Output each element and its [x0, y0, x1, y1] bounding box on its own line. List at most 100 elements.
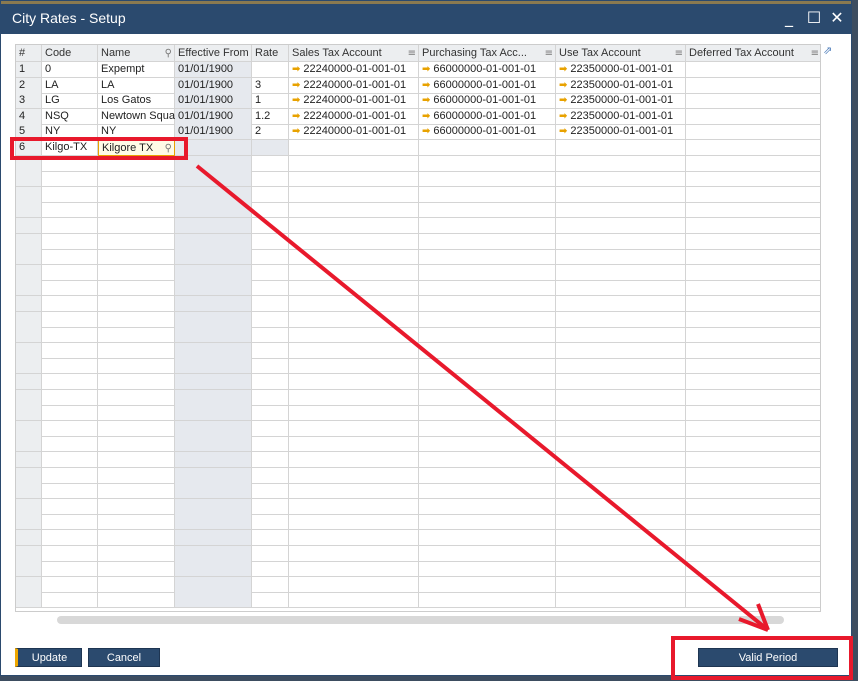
- grid-cell[interactable]: [175, 561, 252, 578]
- grid-cell[interactable]: [419, 467, 556, 484]
- grid-cell[interactable]: [556, 280, 686, 297]
- grid-cell[interactable]: [556, 530, 686, 546]
- table-row[interactable]: [16, 514, 820, 531]
- grid-cell[interactable]: [98, 171, 175, 188]
- search-icon[interactable]: ⚲: [164, 47, 172, 59]
- table-row[interactable]: [16, 530, 820, 546]
- column-header[interactable]: Name ⚲: [98, 45, 175, 62]
- grid-cell[interactable]: [98, 436, 175, 453]
- link-arrow-icon[interactable]: ➡: [292, 79, 301, 91]
- grid-cell[interactable]: [556, 358, 686, 375]
- grid-cell[interactable]: [16, 202, 42, 219]
- grid-cell[interactable]: [16, 186, 42, 203]
- column-header[interactable]: Effective From: [175, 45, 252, 62]
- table-row[interactable]: [16, 202, 820, 219]
- grid-cell[interactable]: [252, 296, 289, 312]
- grid-cell[interactable]: ➡ 66000000-01-001-01: [419, 108, 556, 125]
- grid-cell[interactable]: ➡ 22350000-01-001-01: [556, 108, 686, 125]
- grid-cell[interactable]: [686, 187, 820, 203]
- grid-cell[interactable]: [16, 452, 42, 468]
- grid-cell[interactable]: [16, 483, 42, 500]
- grid-cell[interactable]: [289, 264, 419, 281]
- grid-cell[interactable]: [556, 186, 686, 203]
- grid-cell[interactable]: [98, 280, 175, 297]
- column-menu-icon[interactable]: ≡: [407, 47, 416, 59]
- grid-cell[interactable]: [419, 249, 556, 266]
- grid-cell[interactable]: [42, 218, 98, 234]
- grid-cell[interactable]: [289, 140, 419, 156]
- grid-cell[interactable]: [556, 389, 686, 406]
- grid-cell[interactable]: [419, 530, 556, 546]
- grid-cell[interactable]: [289, 530, 419, 546]
- grid-cell[interactable]: [289, 155, 419, 172]
- grid-cell[interactable]: [175, 155, 252, 172]
- grid-cell[interactable]: [686, 358, 820, 375]
- link-arrow-icon[interactable]: ➡: [292, 95, 301, 107]
- grid-cell[interactable]: [252, 420, 289, 437]
- grid-cell[interactable]: [419, 218, 556, 234]
- grid-cell[interactable]: [686, 249, 820, 266]
- grid-cell[interactable]: [556, 436, 686, 453]
- grid-cell[interactable]: [289, 171, 419, 188]
- grid-cell[interactable]: [686, 436, 820, 453]
- grid-cell[interactable]: 1.2: [252, 108, 289, 125]
- grid-cell[interactable]: [175, 186, 252, 203]
- grid-cell[interactable]: [556, 140, 686, 156]
- grid-cell[interactable]: [42, 452, 98, 468]
- grid-cell[interactable]: [686, 468, 820, 484]
- grid-cell[interactable]: [252, 498, 289, 515]
- grid-cell[interactable]: [556, 545, 686, 562]
- link-arrow-icon[interactable]: ➡: [422, 79, 431, 91]
- grid-cell[interactable]: [686, 499, 820, 515]
- grid-cell[interactable]: [556, 420, 686, 437]
- grid-cell[interactable]: [98, 186, 175, 203]
- link-arrow-icon[interactable]: ➡: [559, 126, 568, 138]
- grid-cell[interactable]: ➡ 66000000-01-001-01: [419, 93, 556, 110]
- grid-cell[interactable]: [16, 576, 42, 593]
- grid-cell[interactable]: [175, 514, 252, 531]
- grid-cell[interactable]: [419, 296, 556, 312]
- grid-cell[interactable]: [252, 561, 289, 578]
- grid-cell[interactable]: [556, 155, 686, 172]
- grid-cell[interactable]: [289, 483, 419, 500]
- column-menu-icon[interactable]: ≡: [544, 47, 553, 59]
- grid-cell[interactable]: [419, 405, 556, 422]
- grid-cell[interactable]: [556, 483, 686, 500]
- cancel-button[interactable]: Cancel: [88, 648, 160, 667]
- grid-cell[interactable]: ➡ 22240000-01-001-01: [289, 93, 419, 110]
- grid-cell[interactable]: [686, 218, 820, 234]
- table-row[interactable]: [16, 576, 820, 593]
- grid-cell[interactable]: [16, 249, 42, 266]
- table-row[interactable]: 2 LA LA 01/01/1900 3 ➡ 22240000-01-001-01 ➡ 6600…: [16, 77, 820, 94]
- grid-cell[interactable]: [42, 545, 98, 562]
- grid-cell[interactable]: [175, 592, 252, 609]
- grid-cell[interactable]: [556, 202, 686, 219]
- grid-cell[interactable]: [686, 296, 820, 312]
- grid-cell[interactable]: [98, 545, 175, 562]
- grid-cell[interactable]: [289, 296, 419, 312]
- column-header[interactable]: Sales Tax Account ≡: [289, 45, 419, 62]
- grid-cell[interactable]: [42, 374, 98, 390]
- grid-cell[interactable]: [42, 420, 98, 437]
- grid-cell[interactable]: [419, 233, 556, 250]
- grid-cell[interactable]: [419, 155, 556, 172]
- grid-cell[interactable]: 01/01/1900: [175, 108, 252, 125]
- grid-cell[interactable]: [686, 530, 820, 546]
- grid-cell[interactable]: [16, 233, 42, 250]
- grid-cell[interactable]: [556, 514, 686, 531]
- grid-cell[interactable]: [16, 420, 42, 437]
- grid-cell[interactable]: [289, 327, 419, 344]
- grid-cell[interactable]: [289, 452, 419, 468]
- grid-cell[interactable]: [556, 296, 686, 312]
- table-row[interactable]: [16, 327, 820, 344]
- link-arrow-icon[interactable]: ➡: [292, 64, 301, 75]
- grid-cell[interactable]: [16, 280, 42, 297]
- grid-cell[interactable]: [686, 452, 820, 468]
- table-row[interactable]: [16, 374, 820, 390]
- grid-cell[interactable]: [42, 342, 98, 359]
- column-menu-icon[interactable]: ≡: [674, 47, 683, 59]
- table-row[interactable]: [16, 592, 820, 609]
- grid-cell[interactable]: [289, 311, 419, 328]
- grid-cell[interactable]: [175, 545, 252, 562]
- grid-cell[interactable]: [556, 405, 686, 422]
